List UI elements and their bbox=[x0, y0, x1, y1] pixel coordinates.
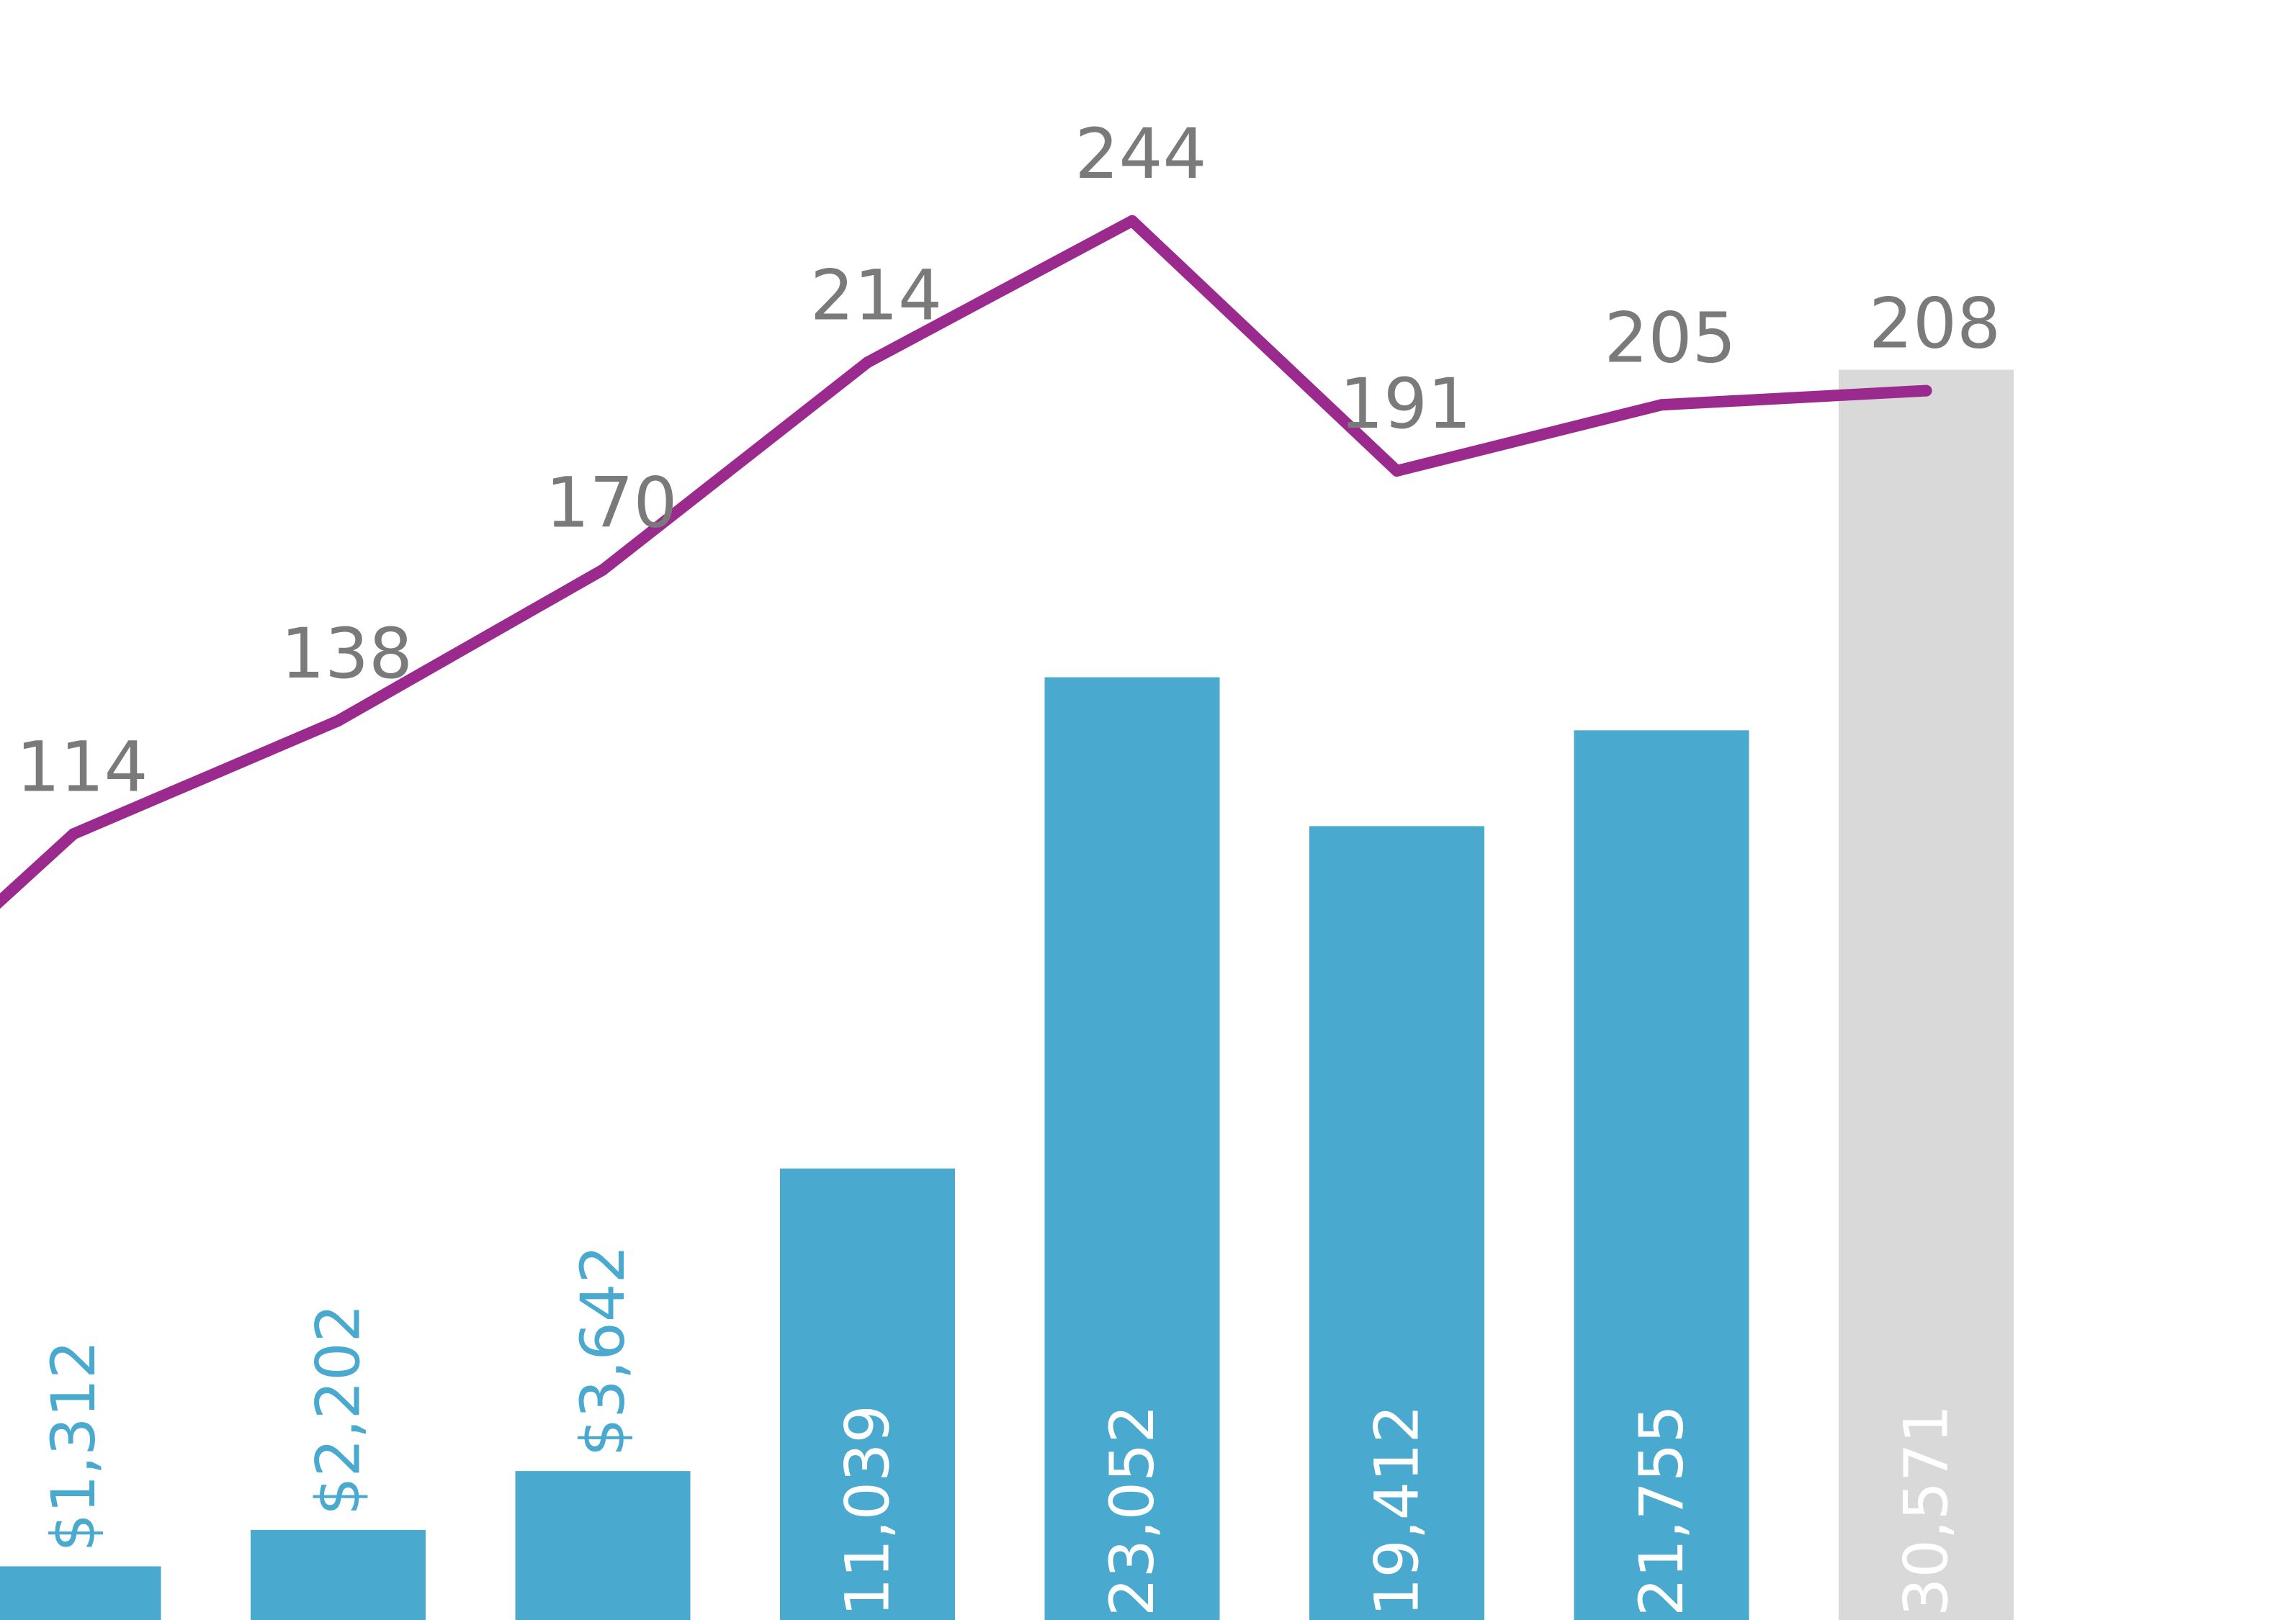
bar-3 bbox=[515, 1471, 691, 1620]
bar-label-7: 21,755 bbox=[1626, 1405, 1697, 1616]
bar-8 bbox=[1839, 369, 2014, 1620]
bar-label-1: $1,312 bbox=[38, 1341, 109, 1552]
bar-4 bbox=[780, 1168, 955, 1620]
line-label-7: 205 bbox=[1604, 297, 1736, 378]
line-label-5: 244 bbox=[1075, 114, 1206, 194]
bar-2 bbox=[251, 1529, 426, 1620]
line-label-2: 138 bbox=[281, 613, 413, 694]
line-label-3: 170 bbox=[545, 463, 677, 544]
bar-6 bbox=[1309, 826, 1484, 1620]
line-label-1: 114 bbox=[16, 726, 148, 807]
bar-5 bbox=[1044, 677, 1220, 1620]
line-point-5 bbox=[1126, 215, 1138, 227]
line-point-6 bbox=[1391, 464, 1403, 477]
bar-value-labels: $1,312 $2,202 $3,642 11,039 23,052 19,412 21,7… bbox=[38, 1245, 1962, 1616]
line-point-7 bbox=[1656, 399, 1667, 411]
bar-label-2: $2,202 bbox=[303, 1304, 374, 1516]
line-value-labels: 114 138 170 214 244 191 205 208 bbox=[16, 114, 2001, 808]
line-point-2 bbox=[332, 715, 344, 727]
bar-7 bbox=[1574, 730, 1749, 1620]
line-point-3 bbox=[597, 564, 609, 576]
bar-1 bbox=[0, 1566, 161, 1620]
bar-label-8: 30,571 bbox=[1891, 1405, 1962, 1616]
line-label-4: 214 bbox=[810, 255, 942, 336]
bar-series bbox=[0, 369, 2014, 1620]
line-point-8 bbox=[1920, 384, 1932, 397]
bar-label-5: 23,052 bbox=[1097, 1405, 1167, 1616]
line-point-4 bbox=[861, 356, 874, 369]
bar-label-3: $3,642 bbox=[568, 1245, 638, 1457]
line-label-6: 191 bbox=[1340, 364, 1471, 444]
line-point-1 bbox=[68, 828, 79, 840]
line-label-8: 208 bbox=[1869, 284, 2001, 364]
bar-label-4: 11,039 bbox=[833, 1405, 903, 1616]
line-series bbox=[0, 215, 1932, 909]
bar-label-6: 19,412 bbox=[1362, 1405, 1432, 1616]
